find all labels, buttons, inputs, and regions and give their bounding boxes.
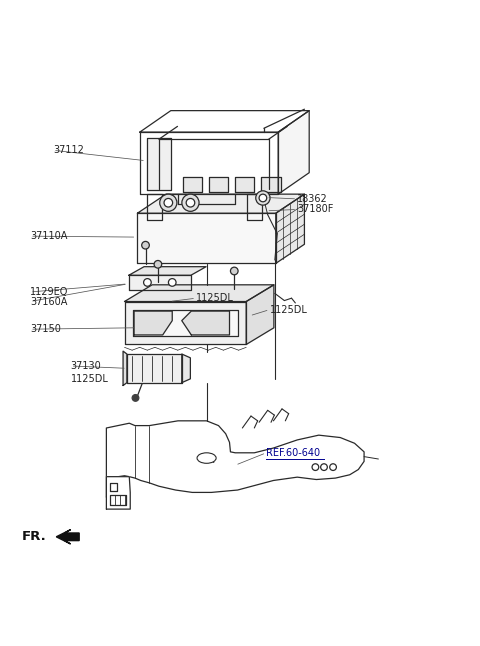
- Text: 37150: 37150: [30, 324, 61, 334]
- Text: 37160A: 37160A: [30, 297, 67, 306]
- Polygon shape: [235, 178, 254, 192]
- Polygon shape: [129, 267, 206, 275]
- Polygon shape: [123, 351, 127, 386]
- Polygon shape: [56, 530, 79, 544]
- Polygon shape: [107, 421, 364, 497]
- Polygon shape: [147, 138, 171, 191]
- Circle shape: [186, 198, 195, 207]
- Polygon shape: [182, 354, 191, 382]
- Polygon shape: [124, 302, 246, 344]
- Text: 1125DL: 1125DL: [71, 374, 108, 384]
- Circle shape: [321, 464, 327, 470]
- Circle shape: [230, 267, 238, 275]
- Circle shape: [142, 242, 149, 249]
- Polygon shape: [129, 275, 191, 289]
- Text: 37110A: 37110A: [30, 231, 67, 241]
- Polygon shape: [110, 495, 126, 505]
- Text: REF.60-640: REF.60-640: [266, 448, 320, 458]
- Polygon shape: [182, 311, 229, 335]
- Polygon shape: [124, 285, 274, 302]
- Circle shape: [132, 395, 139, 401]
- Text: FR.: FR.: [22, 530, 46, 543]
- Circle shape: [168, 278, 176, 286]
- Polygon shape: [147, 194, 162, 220]
- Polygon shape: [140, 110, 309, 132]
- Circle shape: [256, 191, 270, 205]
- Polygon shape: [278, 110, 309, 194]
- Polygon shape: [276, 194, 304, 264]
- Circle shape: [144, 278, 151, 286]
- Circle shape: [312, 464, 319, 470]
- Text: 37112: 37112: [53, 145, 84, 155]
- Polygon shape: [140, 132, 278, 194]
- Circle shape: [160, 194, 177, 211]
- Circle shape: [330, 464, 336, 470]
- Polygon shape: [247, 194, 263, 220]
- Circle shape: [182, 194, 199, 211]
- Ellipse shape: [197, 453, 216, 463]
- Text: 37130: 37130: [71, 361, 101, 371]
- Polygon shape: [262, 178, 281, 192]
- Text: 37180F: 37180F: [297, 204, 334, 214]
- Circle shape: [154, 260, 162, 268]
- Text: 1125DL: 1125DL: [270, 305, 308, 315]
- Polygon shape: [110, 483, 117, 491]
- Text: 18362: 18362: [297, 194, 328, 204]
- Text: 1129EQ: 1129EQ: [30, 287, 68, 297]
- Polygon shape: [183, 178, 202, 192]
- Polygon shape: [134, 311, 172, 335]
- Circle shape: [164, 198, 173, 207]
- Text: 1125DL: 1125DL: [196, 293, 234, 303]
- Polygon shape: [137, 194, 304, 213]
- Circle shape: [259, 194, 267, 202]
- Polygon shape: [107, 477, 130, 509]
- Polygon shape: [209, 178, 228, 192]
- Polygon shape: [127, 354, 182, 382]
- Polygon shape: [133, 310, 238, 336]
- Polygon shape: [246, 285, 274, 344]
- Polygon shape: [137, 213, 276, 264]
